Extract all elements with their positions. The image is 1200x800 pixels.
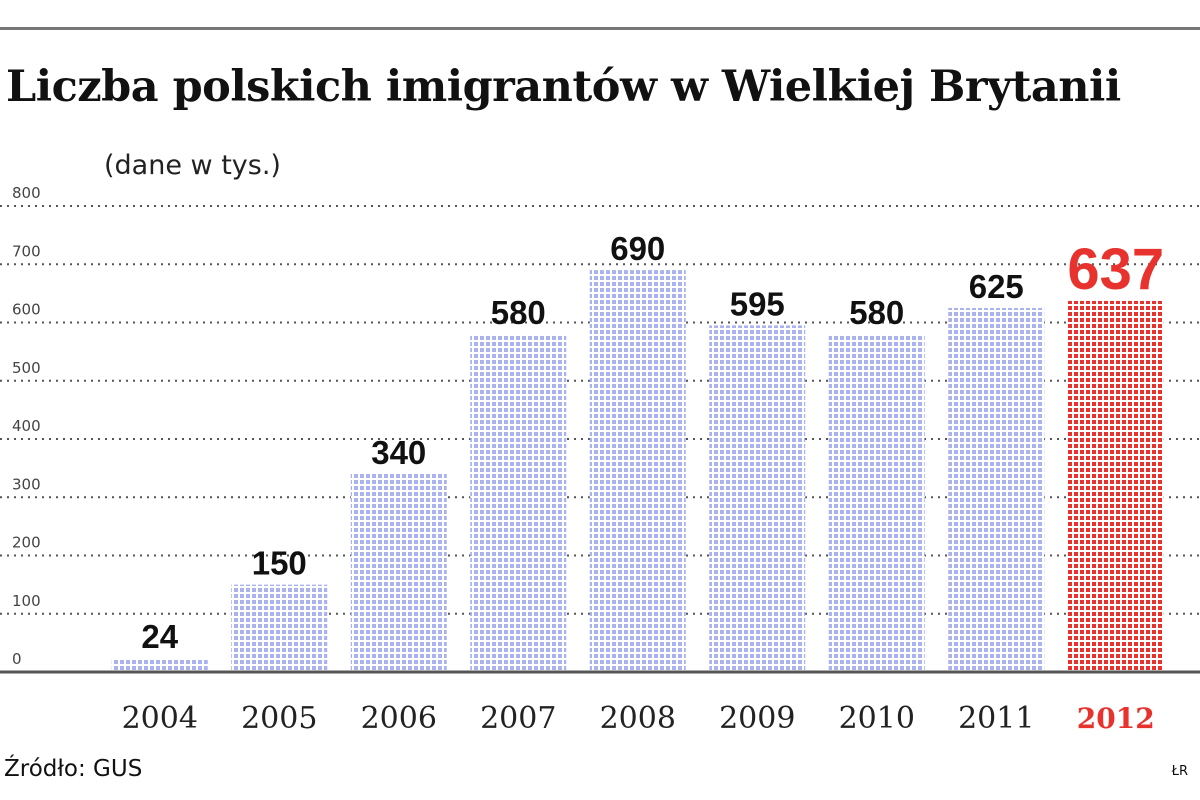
- x-tick-label: 2008: [600, 701, 676, 736]
- x-tick-label: 2010: [839, 701, 915, 736]
- value-label: 580: [491, 294, 546, 331]
- y-tick-label: 400: [12, 417, 41, 435]
- value-label: 625: [969, 268, 1024, 305]
- bar: [1067, 300, 1164, 672]
- bar: [948, 307, 1045, 672]
- x-tick-label: 2007: [480, 701, 556, 736]
- y-tick-label: 500: [12, 359, 41, 377]
- y-tick-label: 700: [12, 242, 41, 260]
- credit-mark: ŁR: [1171, 764, 1188, 779]
- y-tick-label: 300: [12, 475, 41, 493]
- bar: [589, 270, 686, 672]
- x-tick-label: 2011: [958, 701, 1034, 736]
- value-label: 690: [610, 230, 665, 267]
- y-tick-label: 600: [12, 301, 41, 319]
- y-tick-label: 0: [12, 650, 22, 668]
- value-label: 24: [141, 618, 178, 655]
- bar: [111, 658, 208, 672]
- bar: [828, 334, 925, 672]
- bar: [350, 473, 447, 672]
- x-tick-label: 2012: [1077, 702, 1155, 735]
- y-tick-label: 100: [12, 592, 41, 610]
- value-label: 637: [1067, 237, 1164, 302]
- y-tick-label: 200: [12, 534, 41, 552]
- x-tick-label: 2006: [361, 701, 437, 736]
- value-label: 595: [730, 285, 785, 322]
- x-tick-label: 2004: [122, 701, 198, 736]
- chart-subtitle: (dane w tys.): [104, 150, 281, 181]
- x-tick-label: 2005: [241, 701, 317, 736]
- top-rule: [0, 27, 1200, 30]
- chart-title: Liczba polskich imigrantów w Wielkiej Br…: [6, 62, 1121, 112]
- bar: [709, 325, 806, 672]
- y-tick-label: 800: [12, 184, 41, 202]
- bar: [470, 334, 567, 672]
- value-label: 150: [252, 545, 307, 582]
- bar: [231, 584, 328, 672]
- value-label: 580: [849, 294, 904, 331]
- source-note: Źródło: GUS: [4, 756, 143, 782]
- x-tick-label: 2009: [719, 701, 795, 736]
- value-label: 340: [371, 434, 426, 471]
